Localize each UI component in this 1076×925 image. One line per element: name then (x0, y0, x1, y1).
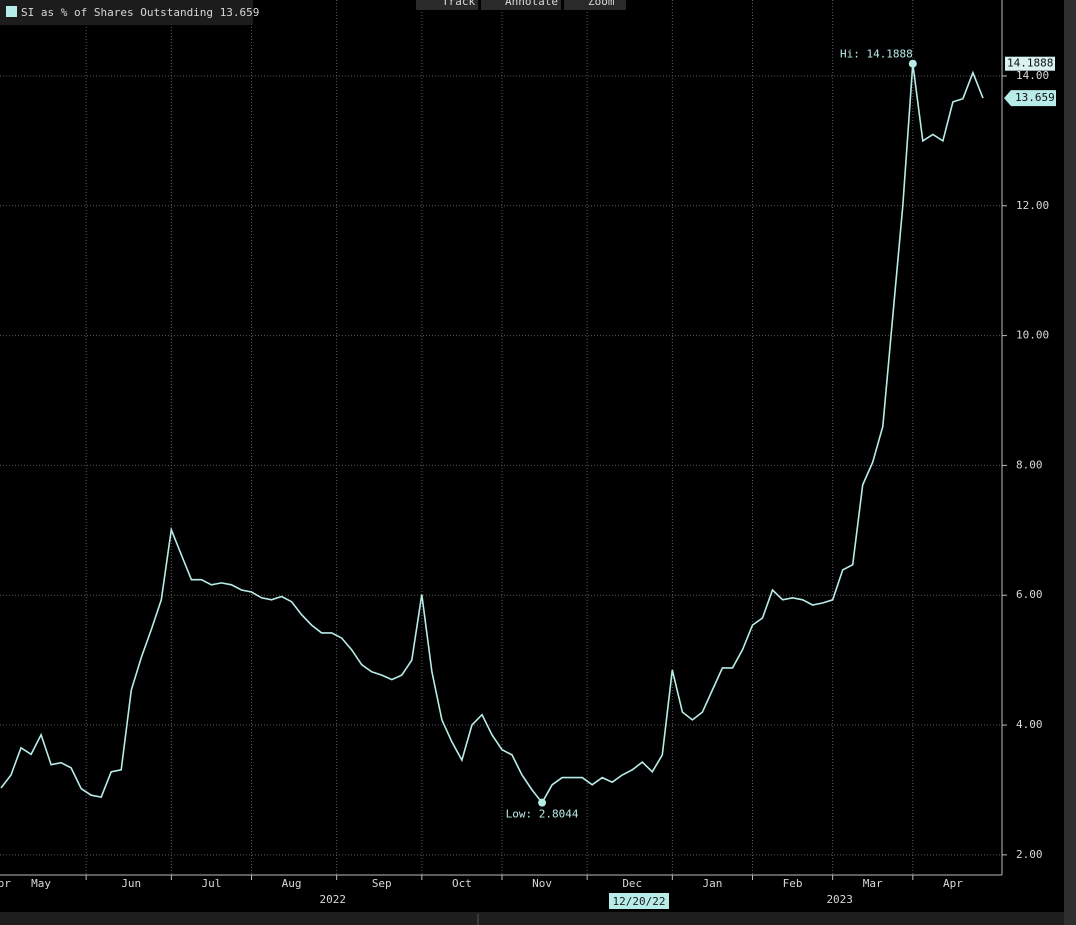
x-tick-label: Apr (0, 877, 11, 890)
last-tag: 13.659 (1015, 91, 1055, 104)
x-tick-label: Apr (943, 877, 963, 890)
high-tag-box (1005, 56, 1055, 71)
annotate-button[interactable] (481, 0, 561, 10)
high-annotation: Hi: 14.1888 (840, 48, 913, 61)
y-tick-label: 10.00 (1016, 329, 1049, 342)
legend-name: SI as % of Shares Outstanding (21, 6, 213, 19)
legend-entry: SI as % of Shares Outstanding 13.659 (21, 6, 259, 19)
y-tick-label: 6.00 (1016, 588, 1043, 601)
year-label: 2022 (319, 893, 346, 906)
x-tick-label: Jun (121, 877, 141, 890)
annotate-label[interactable]: Annotate (505, 0, 558, 8)
x-tick-label: Oct (452, 877, 472, 890)
high-tag: 14.1888 (1007, 57, 1053, 70)
track-button[interactable] (416, 0, 478, 10)
low-marker (538, 798, 547, 807)
track-label[interactable]: Track (442, 0, 475, 8)
legend-swatch (6, 6, 17, 17)
legend-box (0, 0, 253, 25)
cursor-box (609, 893, 669, 909)
x-tick-label: Feb (783, 877, 803, 890)
x-tick-label: Mar (863, 877, 883, 890)
x-tick-label: May (31, 877, 51, 890)
grid-layer (0, 0, 1002, 875)
x-tick-label: Dec (622, 877, 642, 890)
cursor-label: 12/20/22 (613, 895, 666, 908)
low-annotation: Low: 2.8044 (506, 808, 579, 821)
year-label: 2023 (826, 893, 853, 906)
bottom-strip (0, 912, 1064, 925)
y-tick-label: 12.00 (1016, 199, 1049, 212)
x-tick-label: Nov (532, 877, 552, 890)
y-tick-label: 4.00 (1016, 718, 1043, 731)
x-tick-label: Jan (702, 877, 722, 890)
x-tick-label: Sep (372, 877, 392, 890)
toolbar: Track Annotate Zoom (416, 0, 626, 10)
legend-value: 13.659 (220, 6, 260, 19)
right-strip (1064, 0, 1076, 925)
high-marker (908, 59, 917, 68)
series-line (0, 63, 984, 805)
y-tick-label: 8.00 (1016, 458, 1043, 471)
y-tick-label: 2.00 (1016, 848, 1043, 861)
zoom-button[interactable] (564, 0, 626, 10)
last-tag-box (1004, 90, 1056, 107)
x-tick-label: Jul (201, 877, 221, 890)
zoom-label[interactable]: Zoom (588, 0, 615, 8)
y-tick-label: 14.00 (1016, 69, 1049, 82)
x-tick-label: Aug (282, 877, 302, 890)
